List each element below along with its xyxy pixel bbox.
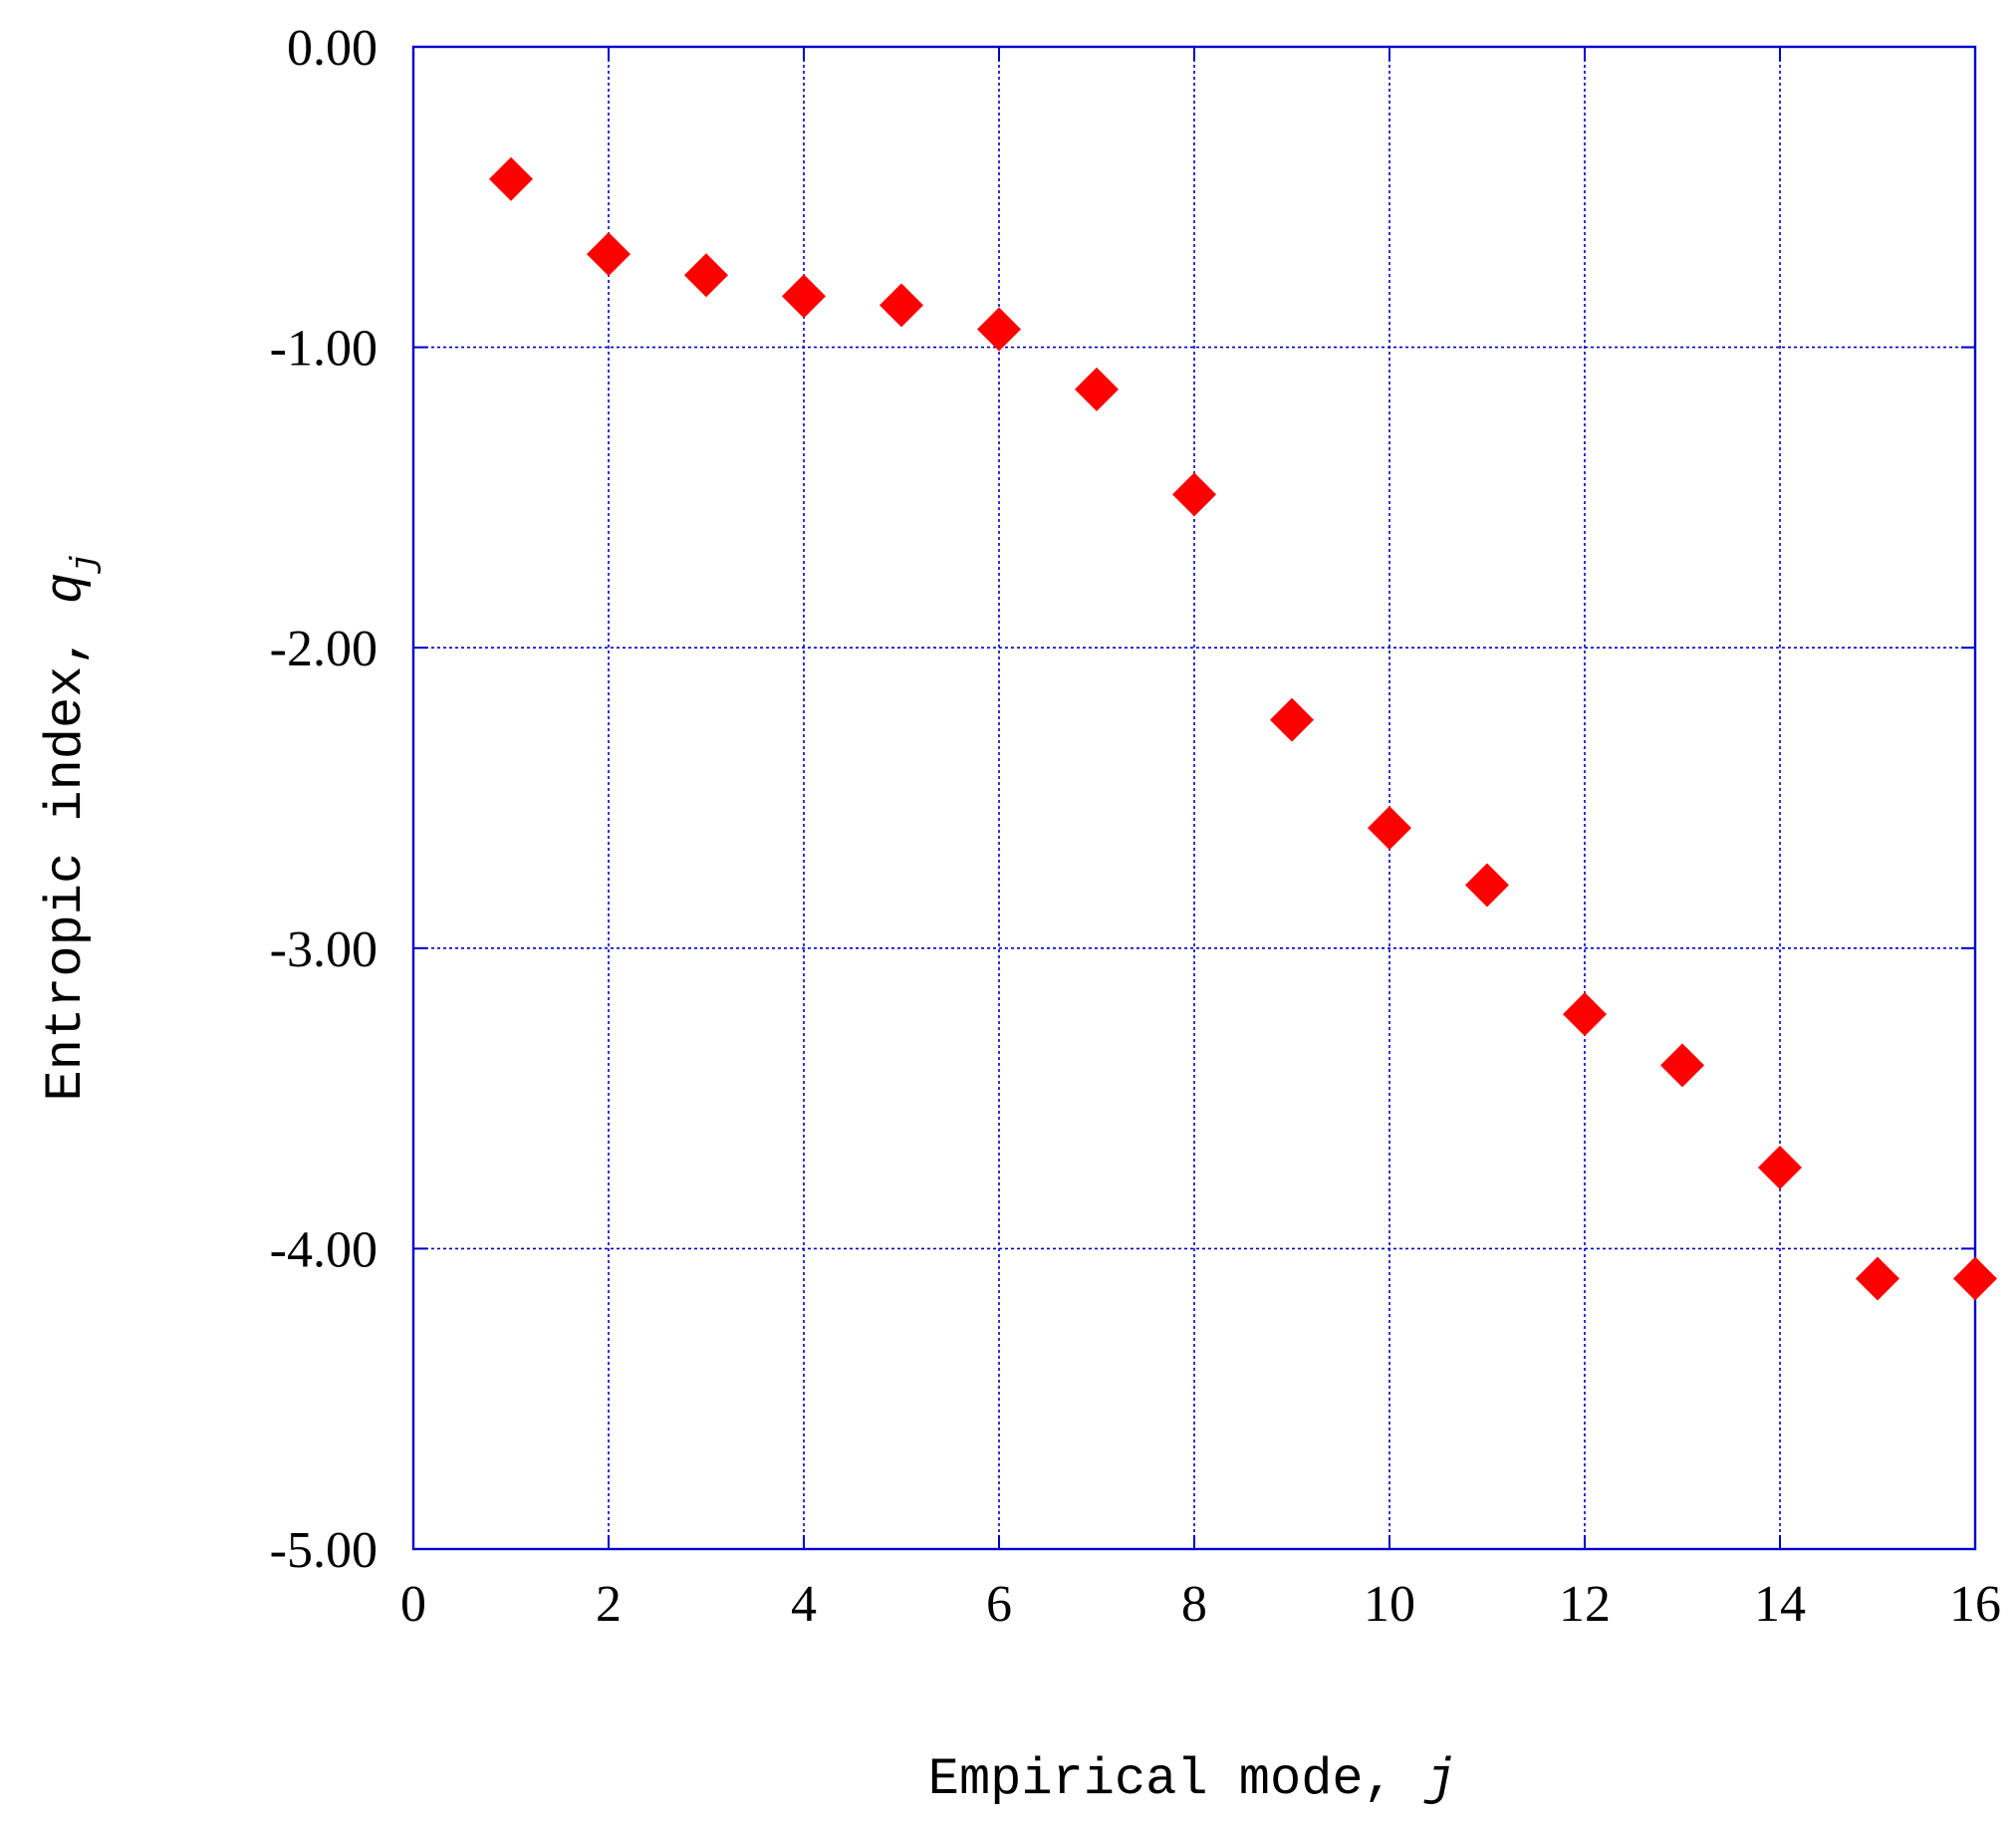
x-tick-label: 4: [791, 1576, 817, 1633]
y-tick-label: -4.00: [270, 1221, 378, 1278]
data-point: [489, 156, 533, 201]
x-axis-title-text: Empirical mode,: [928, 1750, 1425, 1809]
data-point: [587, 232, 630, 277]
data-point: [1075, 367, 1119, 411]
grid-lines: [413, 47, 1975, 1549]
data-point: [1563, 992, 1607, 1037]
y-axis-title: Entropic index, qj: [37, 553, 105, 1102]
x-tick-label: 14: [1754, 1576, 1806, 1633]
y-tick-label: -1.00: [270, 321, 378, 378]
y-tick-label: -3.00: [270, 921, 378, 978]
x-tick-label: 2: [596, 1576, 622, 1633]
x-axis-title: Empirical mode, j: [928, 1750, 1457, 1809]
data-point: [1368, 806, 1411, 851]
y-axis-variable: q: [37, 573, 96, 604]
data-point: [1758, 1145, 1802, 1189]
data-point: [977, 307, 1021, 352]
data-point: [1953, 1256, 1997, 1301]
data-point: [1856, 1256, 1899, 1301]
y-tick-label: 0.00: [287, 20, 378, 77]
data-point: [1172, 472, 1216, 517]
y-axis-variable-subscript: j: [67, 553, 105, 575]
x-axis-ticks: 0 2 4 6 8 10 12 14 16: [400, 47, 2001, 1633]
x-axis-variable: j: [1423, 1750, 1456, 1809]
data-point: [782, 274, 826, 319]
data-point: [880, 283, 923, 328]
y-axis-ticks: 0.00 -1.00 -2.00 -3.00 -4.00 -5.00: [270, 20, 1975, 1579]
y-tick-label: -2.00: [270, 621, 378, 677]
data-point: [684, 253, 728, 298]
data-point: [1465, 863, 1509, 908]
x-tick-label: 10: [1364, 1576, 1415, 1633]
y-tick-label: -5.00: [270, 1522, 378, 1579]
plot-border: [411, 45, 1977, 1551]
data-point: [1270, 697, 1314, 742]
x-tick-label: 6: [986, 1576, 1012, 1633]
data-point: [1660, 1043, 1704, 1088]
plot-frame: [411, 45, 1977, 1551]
x-tick-label: 16: [1949, 1576, 2001, 1633]
x-tick-label: 8: [1181, 1576, 1207, 1633]
x-tick-label: 12: [1559, 1576, 1611, 1633]
y-axis-title-text: Entropic index,: [37, 604, 96, 1101]
x-tick-label: 0: [400, 1576, 426, 1633]
data-points: [489, 156, 1997, 1301]
